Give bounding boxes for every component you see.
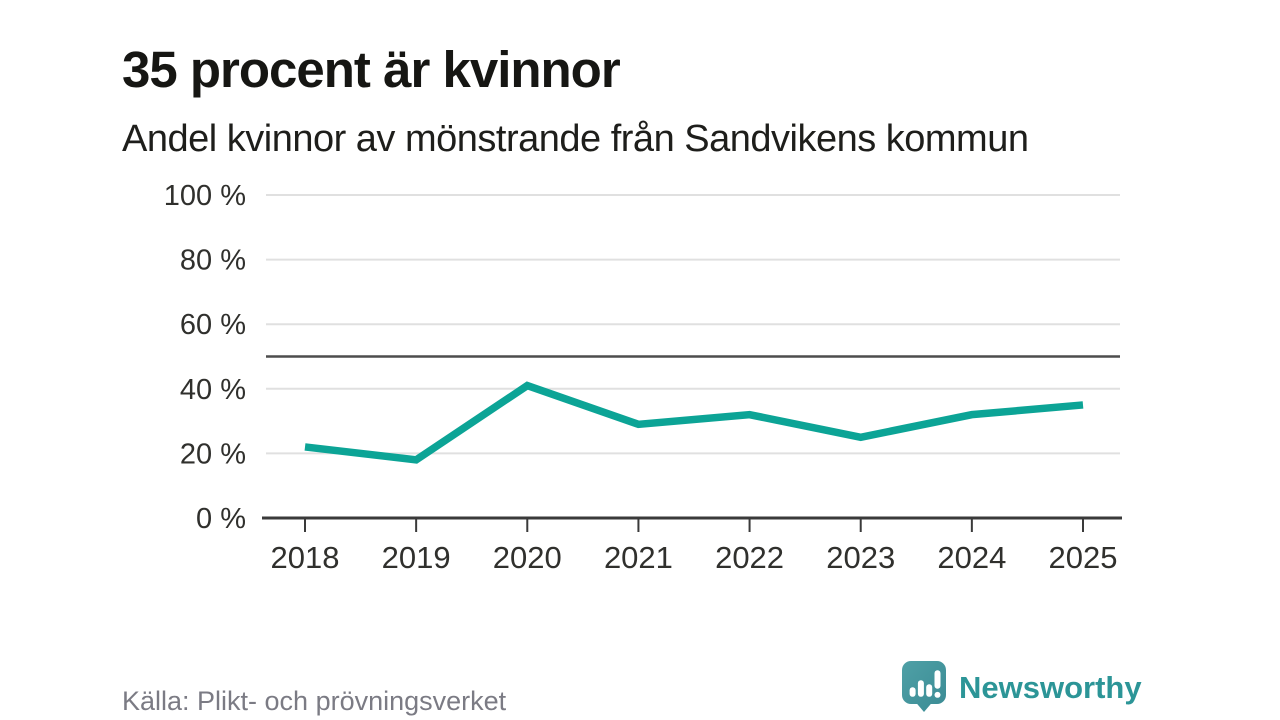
newsworthy-speech-bubble-bar-chart-icon — [902, 661, 946, 712]
y-tick-label: 60 % — [180, 309, 246, 341]
exclamation-bar — [934, 670, 941, 689]
chart-subtitle: Andel kvinnor av mönstrande från Sandvik… — [122, 118, 1029, 160]
y-tick-label: 0 % — [196, 503, 246, 535]
source-note: Källa: Plikt- och prövningsverket — [122, 686, 507, 716]
x-tick-label: 2024 — [937, 540, 1006, 575]
newsworthy-logo: Newsworthy — [902, 661, 1142, 712]
y-tick-label: 80 % — [180, 245, 246, 277]
bar-1 — [909, 687, 916, 697]
exclamation-dot — [934, 691, 941, 698]
x-tick-label: 2023 — [826, 540, 895, 575]
bar-2 — [917, 680, 924, 697]
x-tick-label: 2019 — [382, 540, 451, 575]
bar-3 — [926, 684, 933, 697]
x-tick-label: 2021 — [604, 540, 673, 575]
data-line — [304, 381, 1084, 464]
y-tick-label: 40 % — [180, 374, 246, 406]
x-tick-label: 2022 — [715, 540, 784, 575]
x-tick-label: 2025 — [1049, 540, 1118, 575]
x-tick-label: 2020 — [493, 540, 562, 575]
y-tick-label: 20 % — [180, 438, 246, 470]
chart-title: 35 procent är kvinnor — [122, 41, 621, 99]
brand-wordmark: Newsworthy — [959, 670, 1142, 705]
y-tick-label: 100 % — [164, 180, 246, 212]
x-tick-label: 2018 — [271, 540, 340, 575]
